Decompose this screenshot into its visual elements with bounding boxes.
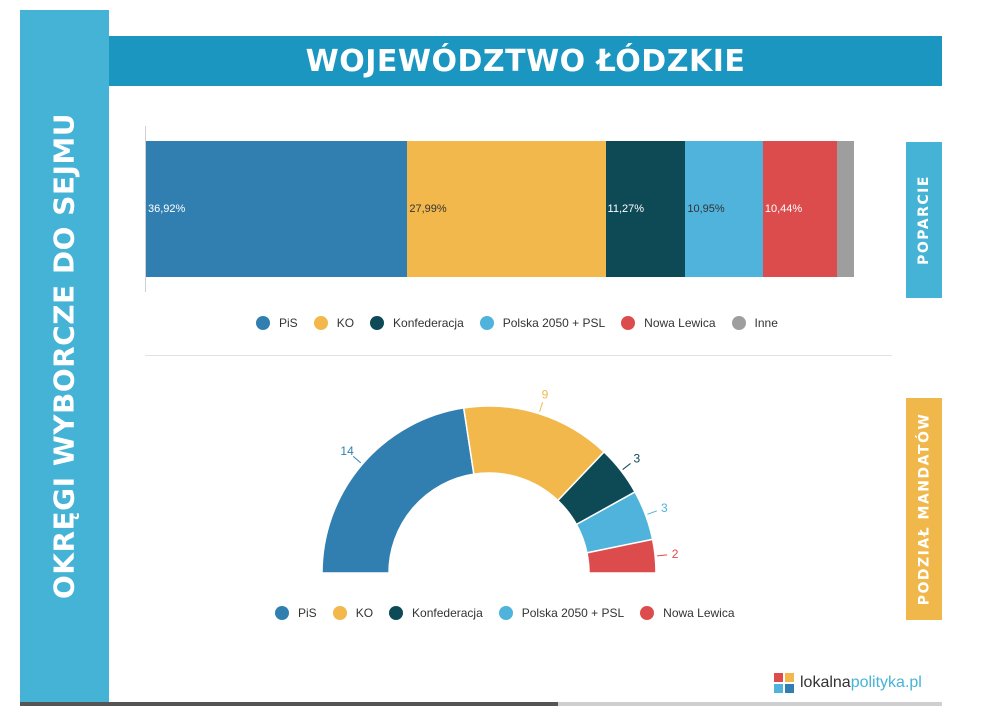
tab-seats: PODZIAŁ MANDATÓW bbox=[906, 398, 942, 620]
bar-axis-line bbox=[145, 126, 146, 292]
legend-dot-konfederacja bbox=[389, 606, 404, 620]
header-bar: WOJEWÓDZTWO ŁÓDZKIE bbox=[109, 36, 942, 86]
bar-label-polska-2050-psl: 10,95% bbox=[687, 203, 725, 215]
legend-dot-ko bbox=[313, 316, 328, 330]
legend-dot-nowa-lewica bbox=[640, 606, 655, 620]
arc-label-nowa-lewica: 2 bbox=[672, 547, 679, 561]
legend-item-inne: Inne bbox=[731, 316, 778, 330]
logo-text-part1: lokalna bbox=[800, 674, 851, 691]
legend-item-pis: PiS bbox=[275, 606, 317, 620]
legend-label-ko: KO bbox=[336, 316, 355, 330]
legend-dot-pis bbox=[275, 606, 289, 620]
legend-label-pis: PiS bbox=[279, 316, 298, 330]
bar-label-ko: 27,99% bbox=[409, 203, 447, 215]
legend-item-polska-2050-psl: Polska 2050 + PSL bbox=[498, 606, 625, 620]
arc-label-polska-2050-psl: 3 bbox=[661, 501, 668, 515]
bar-segment-konfederacja: 11,27% bbox=[605, 141, 686, 277]
page-title: WOJEWÓDZTWO ŁÓDZKIE bbox=[305, 43, 746, 79]
legend-label-pis: PiS bbox=[298, 606, 317, 620]
legend-item-nowa-lewica: Nowa Lewica bbox=[640, 606, 735, 620]
arc-label-ko: 9 bbox=[542, 388, 549, 402]
section-divider bbox=[145, 355, 892, 356]
arc-leader-nowa-lewica bbox=[657, 554, 668, 557]
legend-label-polska-2050-psl: Polska 2050 + PSL bbox=[521, 606, 625, 620]
tab-support: POPARCIE bbox=[906, 142, 942, 298]
legend-label-nowa-lewica: Nowa Lewica bbox=[644, 316, 716, 330]
bar-segment-ko: 27,99% bbox=[407, 141, 606, 277]
tab-support-label: POPARCIE bbox=[916, 175, 932, 265]
legend-dot-konfederacja bbox=[370, 316, 385, 330]
legend-item-polska-2050-psl: Polska 2050 + PSL bbox=[479, 316, 606, 330]
seats-legend: PiS KO Konfederacja Polska 2050 + PSL Nowa L… bbox=[275, 606, 735, 620]
bar-label-nowa-lewica: 10,44% bbox=[764, 203, 803, 215]
legend-label-nowa-lewica: Nowa Lewica bbox=[663, 606, 735, 620]
legend-item-nowa-lewica: Nowa Lewica bbox=[621, 316, 716, 330]
legend-dot-pis bbox=[256, 316, 270, 330]
arc-label-pis: 14 bbox=[340, 444, 354, 458]
bottom-line-dark bbox=[20, 702, 558, 706]
legend-dot-polska-2050-psl bbox=[498, 606, 513, 620]
bar-segment-nowa-lewica: 10,44% bbox=[762, 141, 837, 277]
legend-label-inne: Inne bbox=[754, 316, 778, 330]
legend-dot-inne bbox=[731, 316, 746, 330]
bar-segment-polska-2050-psl: 10,95% bbox=[685, 141, 763, 277]
arc-leader-konfederacja bbox=[622, 463, 631, 470]
arc-leader-pis bbox=[352, 456, 362, 464]
legend-label-konfederacja: Konfederacja bbox=[393, 316, 464, 330]
logo-text: lokalnapolityka.pl bbox=[800, 674, 922, 692]
legend-dot-ko bbox=[332, 606, 347, 620]
arc-leader-ko bbox=[539, 402, 544, 412]
legend-dot-nowa-lewica bbox=[621, 316, 636, 330]
stacked-bar-chart: 36,92% 27,99% 11,27% 10,95% 10,44% bbox=[146, 141, 854, 277]
side-title: OKRĘGI WYBORCZE DO SEJMU bbox=[47, 112, 81, 600]
bar-label-pis: 36,92% bbox=[148, 203, 186, 215]
bar-segment-pis: 36,92% bbox=[146, 141, 408, 277]
legend-label-konfederacja: Konfederacja bbox=[412, 606, 483, 620]
legend-item-konfederacja: Konfederacja bbox=[389, 606, 483, 620]
logo: lokalnapolityka.pl bbox=[773, 672, 922, 694]
side-banner bbox=[20, 10, 109, 702]
logo-icon bbox=[774, 673, 794, 693]
legend-dot-polska-2050-psl bbox=[479, 316, 494, 330]
seats-half-donut-chart: 14 9 3 3 2 bbox=[321, 388, 679, 574]
legend-item-pis: PiS bbox=[256, 316, 298, 330]
arc-slice-nowa-lewica bbox=[586, 538, 657, 574]
arc-label-konfederacja: 3 bbox=[634, 452, 641, 466]
tab-seats-label: PODZIAŁ MANDATÓW bbox=[916, 412, 932, 606]
bar-segment-inne bbox=[836, 141, 854, 277]
support-legend: PiS KO Konfederacja Polska 2050 + PSL Nowa L… bbox=[256, 316, 778, 330]
legend-item-konfederacja: Konfederacja bbox=[370, 316, 464, 330]
legend-item-ko: KO bbox=[332, 606, 374, 620]
arc-leader-polska-2050-psl bbox=[647, 510, 658, 515]
arc-slice-pis bbox=[321, 407, 475, 574]
bar-label-konfederacja: 11,27% bbox=[607, 203, 645, 215]
logo-text-part2: polityka.pl bbox=[850, 674, 922, 691]
bottom-line-light bbox=[558, 702, 942, 706]
legend-label-ko: KO bbox=[355, 606, 374, 620]
legend-item-ko: KO bbox=[313, 316, 355, 330]
legend-label-polska-2050-psl: Polska 2050 + PSL bbox=[502, 316, 606, 330]
